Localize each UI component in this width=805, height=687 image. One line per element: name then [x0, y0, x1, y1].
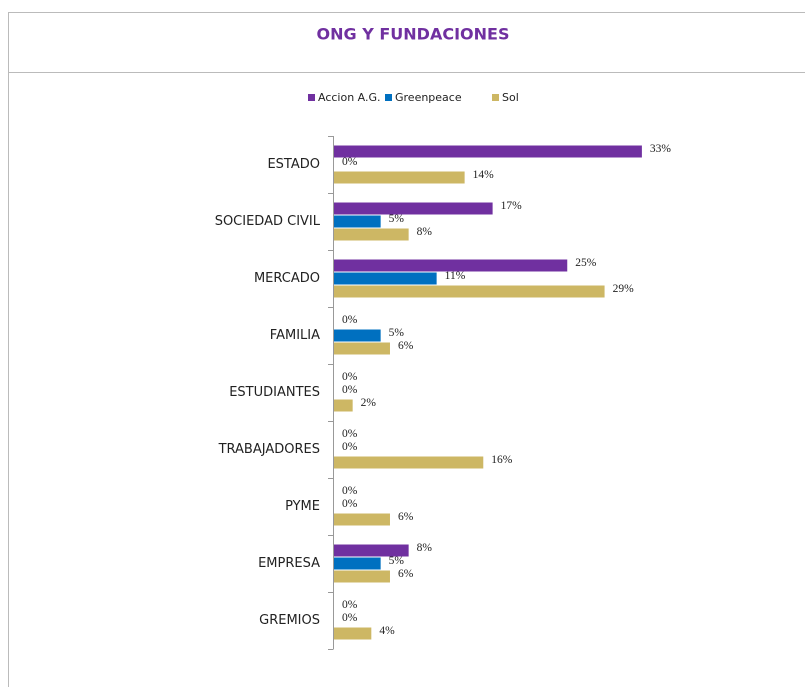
data-label: 17%	[501, 200, 523, 212]
data-label: 6%	[398, 568, 414, 580]
category-label: ESTUDIANTES	[229, 385, 320, 400]
category-label: MERCADO	[254, 271, 320, 286]
category-label: TRABAJADORES	[218, 442, 320, 457]
bar	[334, 627, 372, 640]
legend-label: Accion A.G.	[318, 91, 381, 104]
bar	[334, 544, 409, 557]
bar	[334, 215, 381, 228]
chart-title: ONG Y FUNDACIONES	[317, 25, 510, 44]
bar	[334, 202, 493, 215]
data-label: 6%	[398, 340, 414, 352]
category-label: EMPRESA	[258, 556, 320, 571]
data-label: 0%	[342, 441, 358, 453]
data-label: 5%	[389, 327, 405, 339]
data-label: 5%	[389, 555, 405, 567]
legend-swatch	[492, 94, 499, 101]
data-label: 14%	[473, 169, 495, 181]
bar	[334, 171, 465, 184]
data-label: 8%	[417, 542, 433, 554]
data-label: 25%	[575, 257, 597, 269]
bar	[334, 342, 390, 355]
category-label: PYME	[285, 499, 320, 514]
legend-label: Sol	[502, 91, 519, 104]
legend-swatch	[308, 94, 315, 101]
data-label: 0%	[342, 371, 358, 383]
data-label: 11%	[445, 270, 466, 282]
bar	[334, 285, 605, 298]
data-label: 33%	[650, 143, 672, 155]
category-label: ESTADO	[267, 157, 320, 172]
data-label: 16%	[491, 454, 513, 466]
bar	[334, 272, 437, 285]
category-label: SOCIEDAD CIVIL	[215, 214, 321, 229]
bar	[334, 557, 381, 570]
bar	[334, 228, 409, 241]
legend-label: Greenpeace	[395, 91, 462, 104]
data-label: 29%	[613, 283, 635, 295]
legend-swatch	[385, 94, 392, 101]
data-label: 0%	[342, 599, 358, 611]
data-label: 0%	[342, 314, 358, 326]
bar	[334, 456, 484, 469]
data-label: 4%	[379, 625, 395, 637]
data-label: 0%	[342, 156, 358, 168]
data-label: 8%	[417, 226, 433, 238]
data-label: 0%	[342, 612, 358, 624]
bar	[334, 259, 568, 272]
category-label: GREMIOS	[259, 613, 320, 628]
bar	[334, 399, 353, 412]
data-label: 0%	[342, 485, 358, 497]
data-label: 6%	[398, 511, 414, 523]
bar	[334, 145, 642, 158]
data-label: 0%	[342, 384, 358, 396]
bar	[334, 513, 390, 526]
bar	[334, 570, 390, 583]
data-label: 0%	[342, 428, 358, 440]
data-label: 2%	[361, 397, 377, 409]
data-label: 5%	[389, 213, 405, 225]
category-label: FAMILIA	[270, 328, 320, 343]
data-label: 0%	[342, 498, 358, 510]
bar	[334, 329, 381, 342]
